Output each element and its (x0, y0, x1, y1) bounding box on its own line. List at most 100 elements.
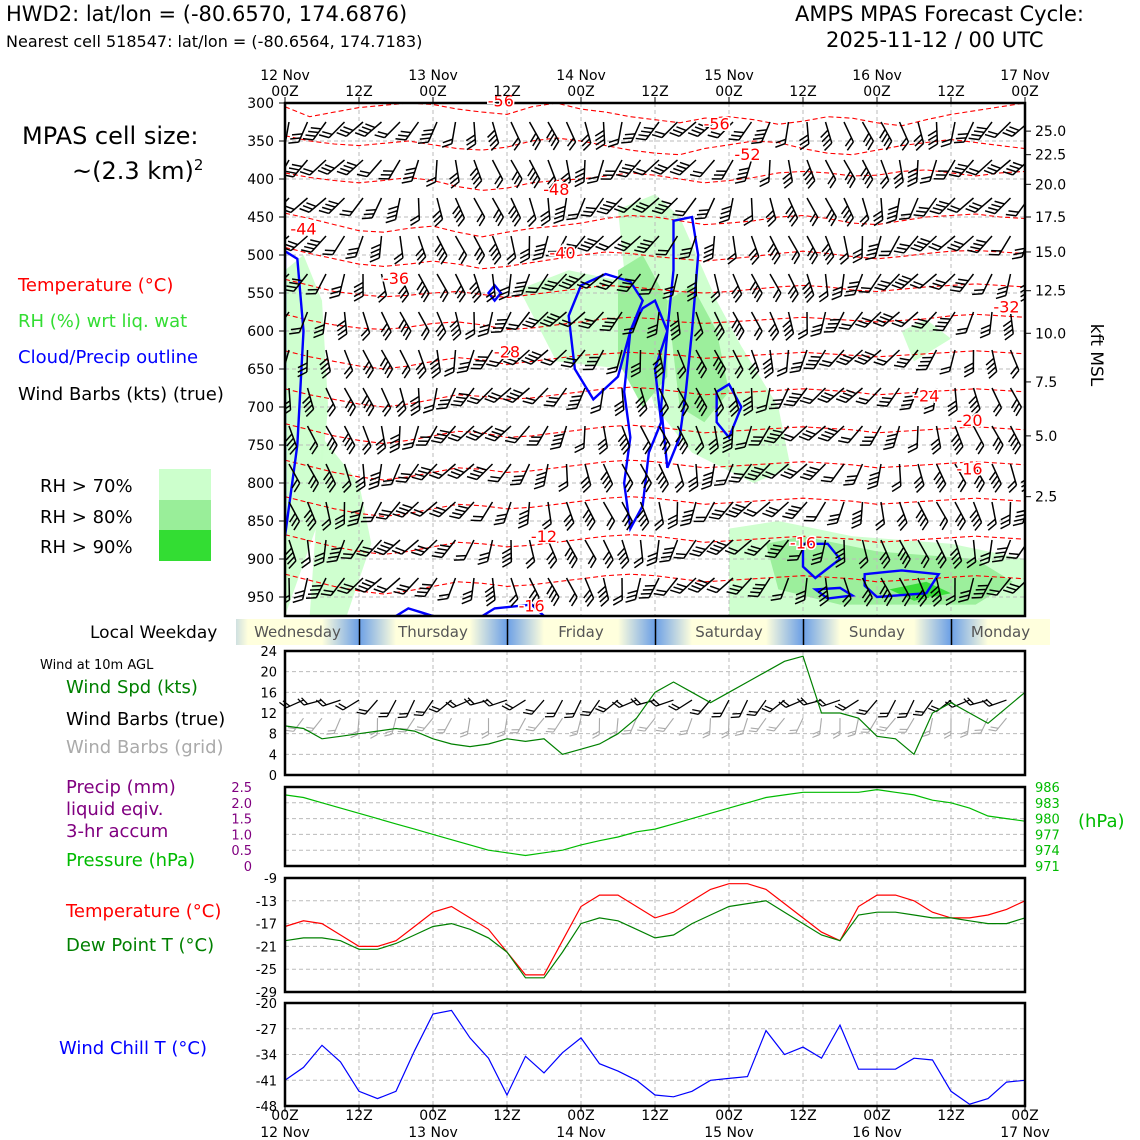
profile-wind-barb-flag (517, 523, 528, 529)
profile-wind-barb-flag (775, 138, 787, 144)
profile-wind-barb (797, 311, 808, 340)
profile-wind-barb-flag (809, 251, 816, 261)
profile-wind-barb-staff (948, 349, 956, 372)
profile-wind-barb-flag (673, 586, 684, 591)
profile-wind-barb-flag (692, 549, 703, 554)
profile-wind-barb-flag (519, 509, 530, 516)
profile-wind-barb-flag (491, 392, 502, 398)
profile-wind-barb-flag (840, 205, 849, 215)
profile-wind-barb-flag (465, 134, 476, 142)
profile-wind-barb-flag (731, 318, 738, 329)
profile-wind-barb-flag (1020, 295, 1025, 302)
profile-wind-barb (654, 501, 665, 531)
profile-wind-barb-staff (411, 425, 420, 448)
profile-wind-barb-flag (353, 286, 364, 293)
profile-wind-barb-flag (835, 398, 847, 404)
profile-wind-barb-flag (598, 447, 608, 455)
true-wind-barb-flag (544, 715, 554, 718)
profile-wind-barb-flag (565, 278, 576, 284)
profile-wind-barb (770, 577, 790, 601)
profile-wind-barb-flag (455, 213, 464, 223)
profile-wind-barb-flag (844, 213, 853, 223)
true-wind-barb-flag (634, 697, 642, 705)
profile-wind-barb (883, 425, 901, 451)
profile-wind-barb-flag (453, 209, 462, 219)
profile-wind-barb-flag (938, 200, 950, 205)
profile-wind-barb-flag (869, 471, 880, 477)
profile-wind-barb (1002, 159, 1025, 176)
profile-wind-barb (984, 197, 1012, 215)
profile-wind-barb (320, 577, 346, 597)
profile-wind-barb-flag (753, 326, 761, 337)
wind-ytick: 0 (269, 769, 277, 784)
grid-wind-barb (350, 718, 360, 739)
profile-wind-barb-flag (844, 137, 853, 147)
profile-wind-barb-flag (314, 324, 325, 330)
true-wind-barb (595, 699, 619, 713)
profile-wind-barb-flag (477, 356, 489, 358)
profile-wind-barb-staff (417, 235, 427, 258)
profile-wind-barb-flag (398, 507, 410, 512)
profile-wind-barb-flag (980, 552, 991, 558)
profile-wind-barb (755, 387, 771, 414)
grid-wind-barb (304, 717, 323, 732)
profile-wind-barb-flag (750, 440, 762, 442)
profile-wind-barb (580, 463, 592, 493)
profile-wind-barb (879, 159, 890, 189)
profile-wind-barb-flag (528, 287, 539, 290)
profile-wind-barb-flag (995, 294, 1007, 300)
profile-wind-barb-flag (1008, 484, 1018, 493)
profile-wind-barb (708, 501, 734, 520)
profile-wind-barb-flag (987, 166, 998, 172)
profile-wind-barb-flag (455, 508, 466, 513)
profile-wind-barb-flag (606, 317, 618, 320)
profile-wind-barb-flag (595, 138, 605, 146)
profile-wind-barb (639, 425, 652, 455)
profile-wind-barb (954, 463, 967, 493)
temperature-ytick: -29 (256, 986, 277, 1001)
profile-wind-barb-flag (873, 219, 884, 227)
profile-wind-barb-flag (580, 214, 592, 217)
profile-wind-barb-flag (307, 242, 318, 247)
profile-wind-barb-flag (952, 437, 961, 447)
profile-wind-barb-staff (301, 577, 309, 600)
legend-pressure: Pressure (hPa) (66, 850, 195, 871)
profile-wind-barb-flag (985, 357, 995, 366)
profile-wind-barb-flag (411, 551, 422, 556)
profile-wind-barb-flag (799, 138, 809, 146)
profile-wind-barb (395, 387, 407, 417)
profile-wind-barb-flag (410, 511, 421, 517)
profile-wind-barb (302, 121, 327, 141)
profile-wind-barb-flag (561, 176, 571, 185)
profile-wind-barb (768, 311, 780, 341)
profile-wind-barb-flag (935, 174, 947, 176)
profile-wind-barb-flag (969, 167, 980, 173)
profile-wind-barb-flag (451, 433, 462, 439)
profile-wind-barb-flag (909, 283, 920, 289)
profile-wind-barb-flag (991, 203, 1002, 208)
profile-wind-barb-flag (931, 442, 941, 451)
profile-wind-barb (744, 539, 771, 557)
profile-wind-barb-flag (971, 133, 982, 137)
profile-wind-barb (599, 311, 623, 332)
grid-wind-barb-flag (639, 726, 647, 730)
profile-wind-barb-flag (433, 214, 442, 223)
profile-wind-barb (819, 349, 845, 368)
profile-wind-barb (336, 121, 364, 138)
weekday-band (507, 619, 655, 645)
true-wind-barb (630, 697, 656, 706)
true-wind-barb-flag (800, 697, 808, 705)
profile-wind-barb-flag (783, 403, 794, 407)
profile-wind-barb-flag (686, 286, 697, 293)
profile-wind-barb-flag (955, 137, 967, 140)
profile-wind-barb (356, 539, 383, 557)
profile-wind-barb-flag (901, 592, 909, 603)
profile-wind-barb-flag (756, 404, 767, 410)
profile-wind-barb (651, 197, 679, 215)
profile-wind-barb (617, 425, 631, 455)
profile-wind-barb (1011, 235, 1025, 260)
profile-wind-barb (401, 159, 420, 184)
profile-wind-barb-flag (731, 476, 742, 480)
true-wind-barb (501, 699, 526, 711)
profile-wind-barb (510, 159, 523, 189)
